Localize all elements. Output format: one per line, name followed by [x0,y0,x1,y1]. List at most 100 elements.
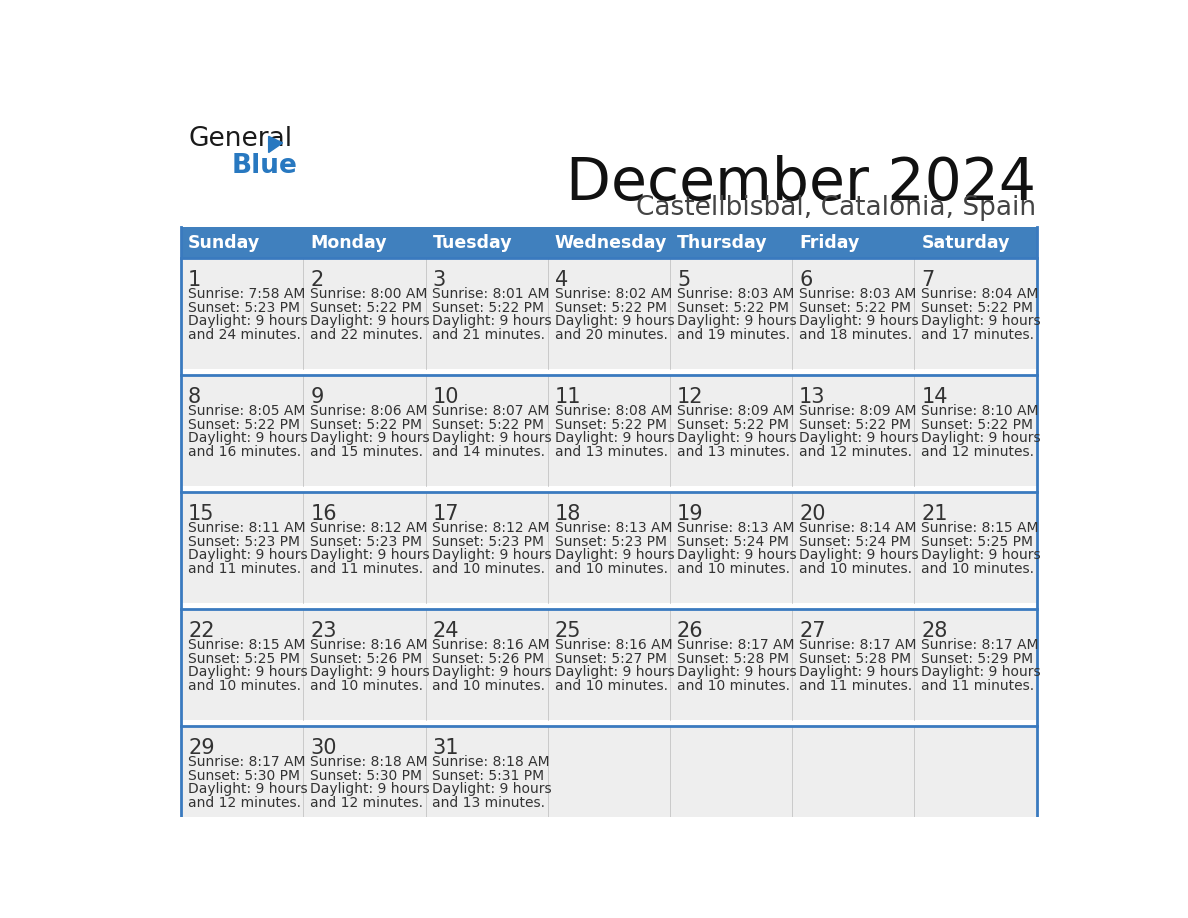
Bar [181,375,1037,486]
Text: Sunset: 5:22 PM: Sunset: 5:22 PM [432,418,544,431]
Text: Sunset: 5:23 PM: Sunset: 5:23 PM [432,535,544,549]
Text: 11: 11 [555,387,581,408]
Text: Sunrise: 8:16 AM: Sunrise: 8:16 AM [555,638,672,653]
Text: Sunset: 5:22 PM: Sunset: 5:22 PM [310,418,422,431]
Text: 20: 20 [800,504,826,524]
Text: and 10 minutes.: and 10 minutes. [922,562,1035,576]
Bar [181,726,1037,837]
Text: and 24 minutes.: and 24 minutes. [188,328,301,341]
Text: Blue: Blue [232,153,297,179]
Text: 27: 27 [800,621,826,642]
Text: Monday: Monday [310,233,387,252]
Text: and 11 minutes.: and 11 minutes. [310,562,423,576]
Text: Daylight: 9 hours: Daylight: 9 hours [677,666,797,679]
Text: Sunset: 5:27 PM: Sunset: 5:27 PM [555,652,666,666]
Bar [181,610,1037,720]
Text: Daylight: 9 hours: Daylight: 9 hours [188,666,308,679]
Text: and 10 minutes.: and 10 minutes. [432,562,545,576]
Text: Sunset: 5:26 PM: Sunset: 5:26 PM [310,652,423,666]
Text: Sunset: 5:23 PM: Sunset: 5:23 PM [188,535,301,549]
Text: and 12 minutes.: and 12 minutes. [922,444,1035,459]
Text: Daylight: 9 hours: Daylight: 9 hours [555,314,675,329]
Text: Sunrise: 8:17 AM: Sunrise: 8:17 AM [188,756,305,769]
Text: Sunset: 5:23 PM: Sunset: 5:23 PM [555,535,666,549]
Text: Sunset: 5:26 PM: Sunset: 5:26 PM [432,652,544,666]
Text: and 12 minutes.: and 12 minutes. [310,796,423,810]
Text: Sunset: 5:22 PM: Sunset: 5:22 PM [800,418,911,431]
Text: 9: 9 [310,387,323,408]
Text: 1: 1 [188,270,201,290]
Text: and 15 minutes.: and 15 minutes. [310,444,423,459]
Text: 26: 26 [677,621,703,642]
Text: Wednesday: Wednesday [555,233,668,252]
Text: Daylight: 9 hours: Daylight: 9 hours [188,314,308,329]
Text: Sunrise: 8:10 AM: Sunrise: 8:10 AM [922,404,1038,419]
Text: Daylight: 9 hours: Daylight: 9 hours [432,548,552,563]
Text: 22: 22 [188,621,215,642]
Text: Sunset: 5:25 PM: Sunset: 5:25 PM [922,535,1034,549]
Text: 25: 25 [555,621,581,642]
Text: General: General [189,126,293,151]
Text: 12: 12 [677,387,703,408]
Text: Sunset: 5:28 PM: Sunset: 5:28 PM [677,652,789,666]
Text: Sunrise: 8:16 AM: Sunrise: 8:16 AM [310,638,428,653]
Text: 29: 29 [188,738,215,758]
Text: Daylight: 9 hours: Daylight: 9 hours [922,314,1041,329]
Text: Daylight: 9 hours: Daylight: 9 hours [677,431,797,445]
Text: Sunset: 5:25 PM: Sunset: 5:25 PM [188,652,301,666]
Text: 2: 2 [310,270,323,290]
Text: 31: 31 [432,738,459,758]
Text: Sunset: 5:31 PM: Sunset: 5:31 PM [432,769,544,783]
Text: Sunset: 5:23 PM: Sunset: 5:23 PM [310,535,422,549]
Text: and 10 minutes.: and 10 minutes. [677,678,790,693]
Text: and 12 minutes.: and 12 minutes. [800,444,912,459]
Text: Sunrise: 8:18 AM: Sunrise: 8:18 AM [310,756,428,769]
Text: Sunset: 5:30 PM: Sunset: 5:30 PM [310,769,422,783]
Text: Daylight: 9 hours: Daylight: 9 hours [555,666,675,679]
Text: Sunset: 5:24 PM: Sunset: 5:24 PM [677,535,789,549]
Text: Daylight: 9 hours: Daylight: 9 hours [800,548,918,563]
Text: Daylight: 9 hours: Daylight: 9 hours [677,314,797,329]
Text: Tuesday: Tuesday [432,233,512,252]
Bar [181,258,1037,369]
Text: Sunrise: 8:16 AM: Sunrise: 8:16 AM [432,638,550,653]
Text: 10: 10 [432,387,459,408]
Text: Sunrise: 8:03 AM: Sunrise: 8:03 AM [800,287,917,301]
Text: Sunrise: 8:18 AM: Sunrise: 8:18 AM [432,756,550,769]
Text: 13: 13 [800,387,826,408]
Text: Sunday: Sunday [188,233,260,252]
Text: Sunset: 5:22 PM: Sunset: 5:22 PM [555,418,666,431]
Text: and 22 minutes.: and 22 minutes. [310,328,423,341]
Text: Daylight: 9 hours: Daylight: 9 hours [310,314,430,329]
Text: Sunset: 5:29 PM: Sunset: 5:29 PM [922,652,1034,666]
Text: Sunrise: 8:01 AM: Sunrise: 8:01 AM [432,287,550,301]
Text: and 10 minutes.: and 10 minutes. [188,678,301,693]
Text: Daylight: 9 hours: Daylight: 9 hours [188,782,308,797]
Text: and 19 minutes.: and 19 minutes. [677,328,790,341]
Text: and 10 minutes.: and 10 minutes. [432,678,545,693]
Text: Daylight: 9 hours: Daylight: 9 hours [310,782,430,797]
Text: Daylight: 9 hours: Daylight: 9 hours [922,548,1041,563]
Text: Sunrise: 8:17 AM: Sunrise: 8:17 AM [922,638,1038,653]
Text: 6: 6 [800,270,813,290]
Text: Friday: Friday [800,233,860,252]
Text: and 10 minutes.: and 10 minutes. [555,678,668,693]
Text: Sunset: 5:22 PM: Sunset: 5:22 PM [188,418,301,431]
Text: Sunrise: 8:08 AM: Sunrise: 8:08 AM [555,404,672,419]
Text: 3: 3 [432,270,446,290]
Text: Sunrise: 8:07 AM: Sunrise: 8:07 AM [432,404,550,419]
Text: Sunset: 5:22 PM: Sunset: 5:22 PM [922,301,1034,315]
Text: and 14 minutes.: and 14 minutes. [432,444,545,459]
Text: Sunrise: 8:17 AM: Sunrise: 8:17 AM [800,638,917,653]
Text: Daylight: 9 hours: Daylight: 9 hours [310,548,430,563]
Text: Sunset: 5:22 PM: Sunset: 5:22 PM [677,301,789,315]
Bar [181,227,1037,258]
Text: Sunrise: 8:13 AM: Sunrise: 8:13 AM [677,521,795,535]
Text: 16: 16 [310,504,337,524]
Text: Sunrise: 8:15 AM: Sunrise: 8:15 AM [922,521,1038,535]
Text: Sunset: 5:23 PM: Sunset: 5:23 PM [188,301,301,315]
Text: Daylight: 9 hours: Daylight: 9 hours [922,431,1041,445]
Text: Daylight: 9 hours: Daylight: 9 hours [432,431,552,445]
Text: Daylight: 9 hours: Daylight: 9 hours [310,666,430,679]
Text: Sunrise: 8:02 AM: Sunrise: 8:02 AM [555,287,672,301]
